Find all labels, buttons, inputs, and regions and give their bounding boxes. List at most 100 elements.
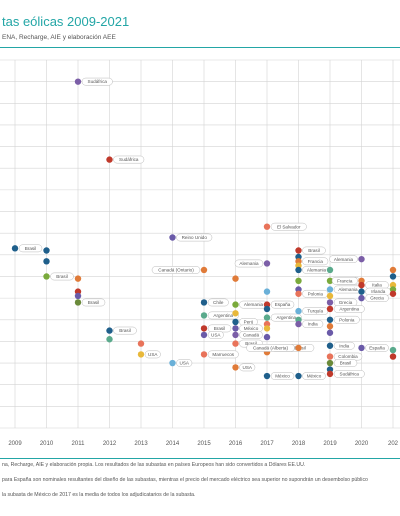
footer-divider bbox=[0, 458, 400, 459]
data-point bbox=[169, 359, 176, 367]
data-point bbox=[326, 353, 334, 360]
x-tick-label: 2017 bbox=[260, 441, 274, 447]
data-point bbox=[326, 342, 334, 349]
data-point bbox=[137, 340, 145, 347]
point-label-box bbox=[365, 294, 389, 302]
point-label-box bbox=[270, 222, 307, 231]
data-point bbox=[389, 266, 397, 274]
point-label-box bbox=[18, 244, 43, 253]
x-tick-label: 2009 bbox=[8, 441, 22, 447]
point-label: Sudáfrica bbox=[88, 79, 108, 84]
data-point bbox=[358, 281, 365, 289]
point-label: Francia bbox=[308, 259, 324, 264]
data-point bbox=[295, 307, 302, 315]
data-point bbox=[295, 320, 302, 328]
point-label-box bbox=[333, 359, 358, 367]
data-point bbox=[263, 288, 271, 295]
data-point bbox=[358, 288, 365, 295]
point-label-box bbox=[302, 320, 324, 328]
point-label: México bbox=[244, 326, 259, 331]
data-point bbox=[11, 245, 19, 252]
point-label-box bbox=[176, 359, 193, 367]
data-point bbox=[74, 292, 82, 300]
data-point bbox=[326, 305, 334, 313]
point-label-box bbox=[270, 372, 295, 380]
point-label: México bbox=[307, 374, 322, 379]
point-label: Marruecos bbox=[212, 352, 234, 357]
data-point bbox=[295, 344, 302, 352]
point-label-box bbox=[176, 233, 213, 242]
data-point bbox=[326, 359, 334, 367]
point-label-box bbox=[207, 311, 239, 320]
point-label-box bbox=[239, 363, 256, 372]
point-label-box bbox=[81, 298, 106, 307]
data-point bbox=[169, 234, 176, 241]
point-label-box bbox=[113, 155, 145, 164]
x-tick-label: 2010 bbox=[40, 441, 54, 447]
point-label-box bbox=[333, 370, 365, 378]
point-label-box bbox=[113, 326, 137, 335]
x-tick-label: 2012 bbox=[103, 441, 117, 447]
point-label: Brasil bbox=[56, 274, 68, 279]
point-label-box bbox=[207, 298, 229, 307]
point-label: Irlanda bbox=[371, 289, 385, 294]
data-point bbox=[263, 325, 271, 332]
data-point bbox=[326, 277, 334, 284]
data-point bbox=[232, 275, 239, 282]
data-point bbox=[295, 266, 302, 274]
point-label-box bbox=[207, 350, 239, 359]
data-point bbox=[295, 247, 302, 254]
data-point bbox=[263, 372, 271, 380]
data-point bbox=[200, 266, 208, 274]
data-point bbox=[200, 331, 208, 339]
point-label: Reino Unido bbox=[182, 235, 208, 240]
data-point bbox=[200, 351, 208, 358]
data-point bbox=[232, 364, 239, 371]
point-label: Chile bbox=[213, 300, 224, 305]
data-point bbox=[389, 290, 397, 297]
point-label: USA bbox=[211, 333, 221, 338]
data-point bbox=[200, 299, 208, 306]
data-point bbox=[74, 299, 82, 306]
point-label: Sudáfrica bbox=[340, 371, 360, 376]
point-label-box bbox=[365, 344, 389, 352]
point-label-box bbox=[246, 344, 295, 352]
point-label-box bbox=[50, 272, 74, 281]
data-point bbox=[326, 292, 334, 300]
chart-title: tas eólicas 2009-2021 bbox=[2, 14, 130, 29]
point-label: Brasil bbox=[25, 246, 37, 251]
x-tick-label: 2018 bbox=[292, 441, 306, 447]
data-point bbox=[326, 370, 334, 378]
data-point bbox=[326, 329, 334, 336]
point-label-box bbox=[302, 257, 329, 266]
data-point bbox=[358, 294, 365, 302]
scatter-chart: 2009 2010 2011 2012 2013 2014 2015 2016 2017 2018… bbox=[0, 59, 400, 447]
data-point bbox=[43, 247, 50, 254]
data-point bbox=[295, 372, 302, 380]
point-label: Perú bbox=[244, 320, 254, 325]
point-label: Alemania bbox=[244, 302, 264, 307]
data-point bbox=[137, 351, 145, 358]
point-label: USA bbox=[148, 352, 158, 357]
data-point bbox=[200, 312, 208, 319]
x-tick-label: 202 bbox=[388, 441, 399, 447]
x-tick-label: 2016 bbox=[229, 441, 243, 447]
point-label-box bbox=[333, 315, 360, 324]
point-label: Alemania bbox=[307, 268, 327, 273]
data-point bbox=[358, 255, 365, 263]
point-label: India bbox=[339, 343, 349, 348]
x-tick-label: 2014 bbox=[166, 441, 180, 447]
footnote-3: la subasta de México de 2017 es la media… bbox=[2, 492, 196, 498]
point-label: Argentina bbox=[276, 315, 296, 320]
data-point bbox=[389, 353, 397, 360]
point-label: Brasil bbox=[88, 300, 100, 305]
chart-subtitle: ENA, Recharge, AIE y elaboración AEE bbox=[2, 34, 116, 41]
point-label-box bbox=[333, 305, 365, 313]
data-point bbox=[358, 344, 365, 352]
point-label: USA bbox=[180, 361, 190, 366]
point-label: México bbox=[275, 374, 290, 379]
data-point bbox=[326, 316, 334, 323]
point-label-box bbox=[239, 331, 263, 339]
data-point bbox=[295, 277, 302, 284]
header-divider bbox=[0, 47, 400, 48]
